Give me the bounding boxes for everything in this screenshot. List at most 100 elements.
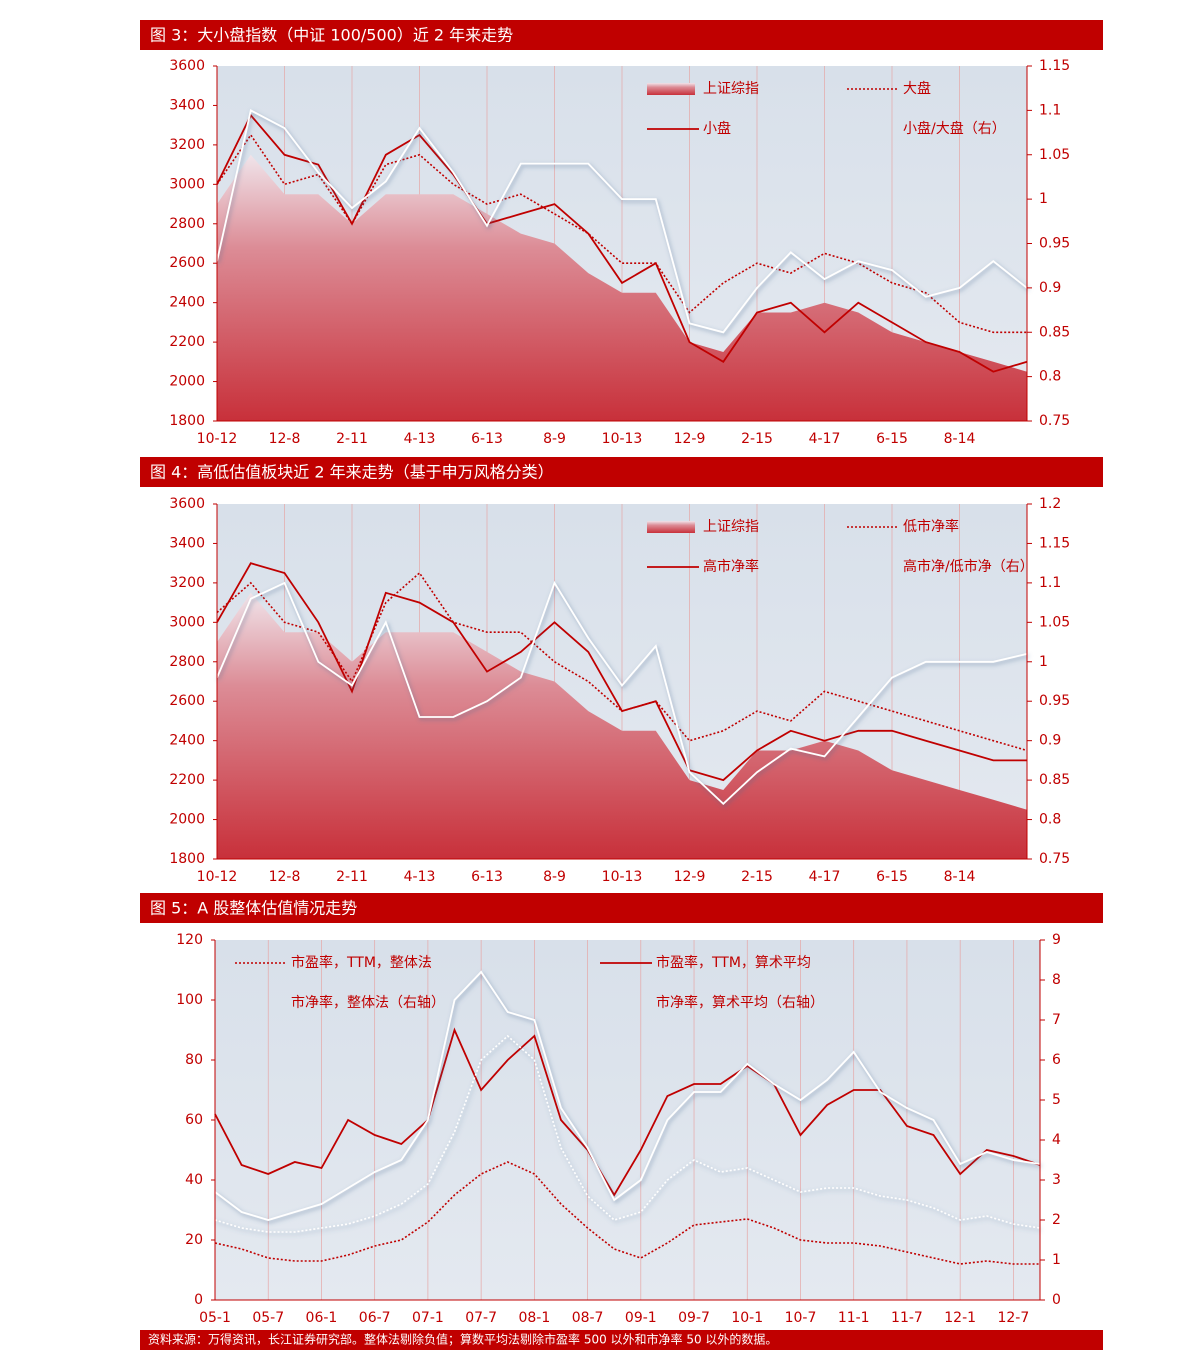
x-tick-label: 4-13 xyxy=(404,431,436,447)
area xyxy=(217,592,1027,859)
x-tick-label: 4-17 xyxy=(809,431,841,447)
x-tick-label: 4-13 xyxy=(404,869,436,885)
legend-label: 小盘/大盘（右） xyxy=(903,120,1006,137)
y2-tick-label: 0.8 xyxy=(1039,369,1061,385)
y-tick-label: 2000 xyxy=(169,374,205,390)
chart-title: 图 3：大小盘指数（中证 100/500）近 2 年来走势 xyxy=(150,26,513,45)
chart-title: 图 5：A 股整体估值情况走势 xyxy=(150,899,357,918)
x-tick-label: 4-17 xyxy=(809,869,841,885)
x-tick-label: 6-15 xyxy=(876,869,908,885)
y2-tick-label: 5 xyxy=(1052,1092,1061,1108)
y2-tick-label: 2 xyxy=(1052,1212,1061,1228)
x-tick-label: 07-1 xyxy=(412,1310,444,1326)
x-tick-label: 12-9 xyxy=(674,869,706,885)
series-line xyxy=(216,580,1028,806)
y-tick-label: 2400 xyxy=(169,733,205,749)
y-tick-label: 2200 xyxy=(169,772,205,788)
x-tick-label: 8-9 xyxy=(543,431,566,447)
x-tick-label: 2-15 xyxy=(741,431,773,447)
series-line xyxy=(216,133,1027,334)
y2-tick-label: 3 xyxy=(1052,1172,1061,1188)
x-tick-label: 10-12 xyxy=(197,431,238,447)
x-tick-label: 8-14 xyxy=(944,431,976,447)
y-tick-label: 0 xyxy=(194,1292,203,1308)
y2-tick-label: 1.05 xyxy=(1039,147,1070,163)
series-line xyxy=(216,562,1027,782)
x-tick-label: 08-7 xyxy=(572,1310,604,1326)
legend-label: 高市净/低市净（右） xyxy=(903,558,1034,575)
y-tick-label: 3400 xyxy=(169,97,205,113)
y2-tick-label: 1.05 xyxy=(1039,614,1070,630)
x-tick-label: 10-7 xyxy=(785,1310,817,1326)
y2-tick-label: 0.9 xyxy=(1039,280,1061,296)
plot-area xyxy=(215,940,1040,1300)
legend-swatch xyxy=(647,83,695,95)
source-bar xyxy=(140,1330,1103,1350)
y-tick-label: 3600 xyxy=(169,58,205,74)
y-tick-label: 3000 xyxy=(169,614,205,630)
y2-tick-label: 8 xyxy=(1052,972,1061,988)
y-tick-label: 80 xyxy=(185,1052,203,1068)
y-tick-label: 20 xyxy=(185,1232,203,1248)
area xyxy=(217,154,1027,422)
y-tick-label: 1800 xyxy=(169,413,205,429)
x-tick-label: 09-7 xyxy=(678,1310,710,1326)
y2-tick-label: 1.1 xyxy=(1039,575,1061,591)
series-line xyxy=(216,113,1028,373)
y-tick-label: 2200 xyxy=(169,334,205,350)
x-tick-label: 6-13 xyxy=(471,869,503,885)
x-tick-label: 05-1 xyxy=(199,1310,231,1326)
title-bar xyxy=(140,20,1103,50)
y-tick-label: 3400 xyxy=(169,535,205,551)
x-tick-label: 12-8 xyxy=(269,431,301,447)
x-tick-label: 2-11 xyxy=(336,431,368,447)
legend-label: 市盈率，TTM，算术平均 xyxy=(656,954,811,971)
legend-label: 市净率，算术平均（右轴） xyxy=(656,994,824,1011)
y-tick-label: 2600 xyxy=(169,255,205,271)
y2-tick-label: 0 xyxy=(1052,1292,1061,1308)
legend-label: 市盈率，TTM，整体法 xyxy=(291,954,432,971)
y-tick-label: 2600 xyxy=(169,693,205,709)
y2-tick-label: 1.1 xyxy=(1039,102,1061,118)
y2-tick-label: 4 xyxy=(1052,1132,1061,1148)
y-tick-label: 100 xyxy=(176,992,203,1008)
x-tick-label: 2-15 xyxy=(741,869,773,885)
y2-tick-label: 1.2 xyxy=(1039,496,1061,512)
x-tick-label: 8-9 xyxy=(543,869,566,885)
y2-tick-label: 6 xyxy=(1052,1052,1061,1068)
x-tick-label: 6-13 xyxy=(471,431,503,447)
x-tick-label: 10-12 xyxy=(197,869,238,885)
x-tick-label: 8-14 xyxy=(944,869,976,885)
x-tick-label: 12-7 xyxy=(997,1310,1029,1326)
source-note: 资料来源：万得资讯，长江证券研究部。整体法剔除负值；算数平均法剔除市盈率 500… xyxy=(148,1332,777,1347)
x-tick-label: 11-7 xyxy=(891,1310,923,1326)
y2-tick-label: 0.85 xyxy=(1039,324,1070,340)
y2-tick-label: 0.75 xyxy=(1039,413,1070,429)
y2-tick-label: 1.15 xyxy=(1039,535,1070,551)
title-bar xyxy=(140,457,1103,487)
y-tick-label: 2000 xyxy=(169,812,205,828)
legend-label: 上证综指 xyxy=(703,519,759,535)
y2-tick-label: 1 xyxy=(1052,1252,1061,1268)
x-tick-label: 09-1 xyxy=(625,1310,657,1326)
series-line xyxy=(214,970,1041,1221)
y2-tick-label: 0.8 xyxy=(1039,812,1061,828)
y2-tick-label: 0.9 xyxy=(1039,733,1061,749)
x-tick-label: 06-7 xyxy=(359,1310,391,1326)
x-tick-label: 08-1 xyxy=(518,1310,550,1326)
y-tick-label: 2400 xyxy=(169,295,205,311)
legend-label: 高市净率 xyxy=(703,558,759,575)
x-tick-label: 06-1 xyxy=(306,1310,338,1326)
x-tick-label: 10-13 xyxy=(602,431,643,447)
y-tick-label: 2800 xyxy=(169,216,205,232)
legend-label: 上证综指 xyxy=(703,81,759,97)
x-tick-label: 12-8 xyxy=(269,869,301,885)
x-tick-label: 10-13 xyxy=(602,869,643,885)
legend-label: 市净率，整体法（右轴） xyxy=(291,994,445,1011)
y-tick-label: 2800 xyxy=(169,654,205,670)
y2-tick-label: 0.95 xyxy=(1039,236,1070,252)
y-tick-label: 3200 xyxy=(169,137,205,153)
y2-tick-label: 1 xyxy=(1039,191,1048,207)
y-tick-label: 1800 xyxy=(169,851,205,867)
